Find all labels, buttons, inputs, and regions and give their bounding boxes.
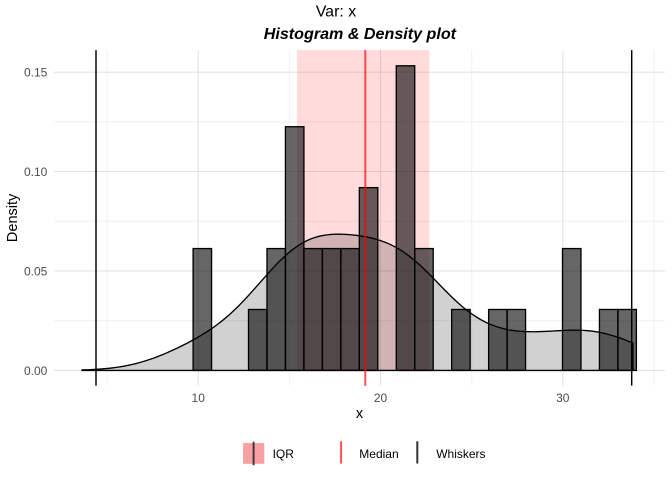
svg-text:Whiskers: Whiskers xyxy=(436,447,485,461)
svg-text:x: x xyxy=(356,406,364,422)
svg-text:0.10: 0.10 xyxy=(24,165,48,179)
svg-text:Median: Median xyxy=(359,447,398,461)
svg-text:30: 30 xyxy=(556,391,570,405)
svg-text:0.00: 0.00 xyxy=(24,364,48,378)
svg-text:20: 20 xyxy=(374,391,388,405)
svg-text:0.15: 0.15 xyxy=(24,66,48,80)
svg-text:10: 10 xyxy=(192,391,206,405)
svg-text:0.05: 0.05 xyxy=(24,264,48,278)
svg-text:Histogram & Density plot: Histogram & Density plot xyxy=(264,25,457,43)
svg-text:Density: Density xyxy=(5,193,21,242)
svg-text:Var: x: Var: x xyxy=(316,4,357,21)
svg-text:IQR: IQR xyxy=(273,447,295,461)
